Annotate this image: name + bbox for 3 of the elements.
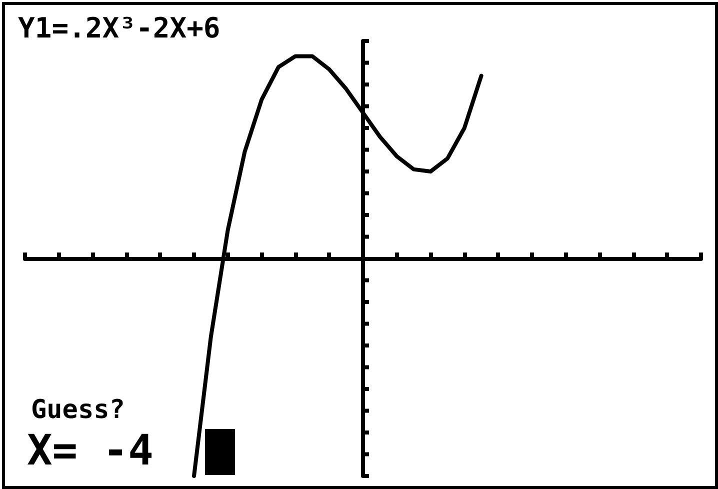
annotation: Guess? [31, 395, 125, 425]
annotation: X= -4 [27, 426, 154, 474]
chart-title: Y1=.2X³-2X+6 [18, 12, 220, 44]
